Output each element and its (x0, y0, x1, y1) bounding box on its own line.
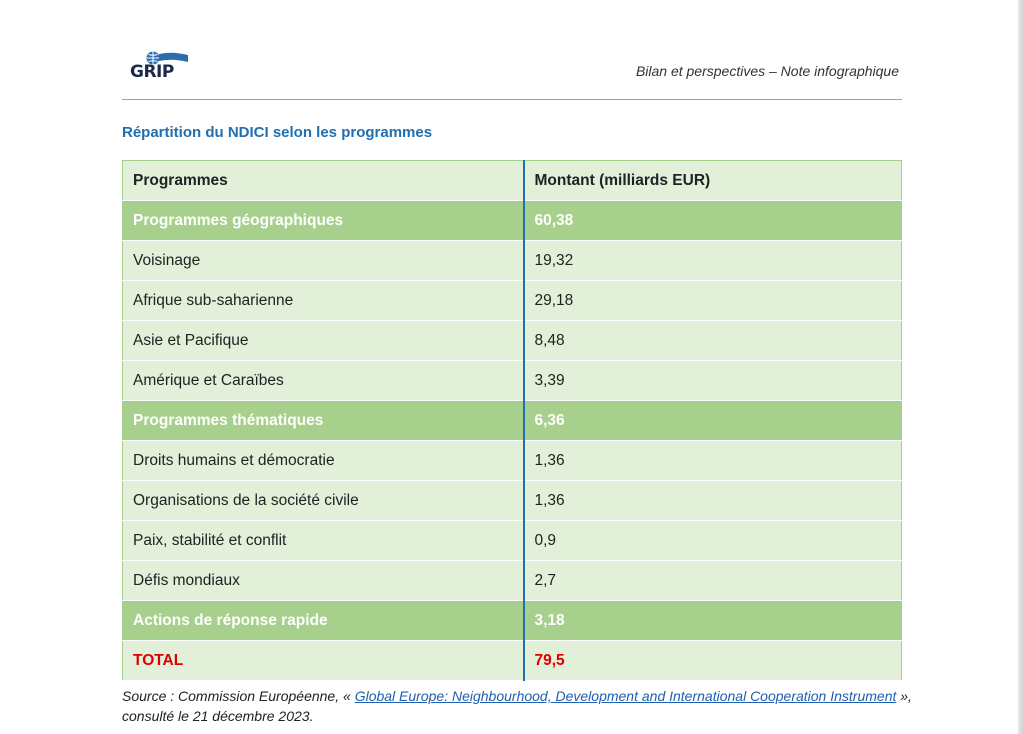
program-cell: Amérique et Caraïbes (122, 360, 524, 401)
globe-flag-icon (146, 51, 188, 65)
table-row: Voisinage 19,32 (122, 240, 902, 281)
header-divider (122, 99, 902, 100)
source-prefix: Source : Commission Européenne, « (122, 688, 355, 704)
program-cell: Actions de réponse rapide (122, 600, 524, 641)
table-row: Organisations de la société civile 1,36 (122, 480, 902, 521)
program-cell: Afrique sub-saharienne (122, 280, 524, 321)
amount-cell: 3,18 (522, 600, 902, 641)
logo-text: GRIP (130, 62, 174, 82)
source-link[interactable]: Global Europe: Neighbourhood, Developmen… (354, 688, 897, 704)
amount-cell: 3,39 (522, 360, 902, 401)
table-row: Défis mondiaux 2,7 (122, 560, 902, 601)
program-cell: Défis mondiaux (122, 560, 524, 601)
amount-cell: 1,36 (522, 480, 902, 521)
amount-cell: 79,5 (522, 640, 902, 681)
amount-cell: 1,36 (522, 440, 902, 481)
program-cell: Organisations de la société civile (122, 480, 524, 521)
table-row: Afrique sub-saharienne 29,18 (122, 280, 902, 321)
table-row: Asie et Pacifique 8,48 (122, 320, 902, 361)
group-row: Programmes thématiques 6,36 (122, 400, 902, 441)
amount-cell: 0,9 (522, 520, 902, 561)
program-cell: TOTAL (122, 640, 524, 681)
column-header-programmes: Programmes (122, 160, 524, 201)
program-cell: Programmes géographiques (122, 200, 524, 241)
group-row: Actions de réponse rapide 3,18 (122, 600, 902, 641)
table-title: Répartition du NDICI selon les programme… (122, 124, 433, 141)
ndici-table: Programmes Montant (milliards EUR) Progr… (122, 160, 902, 681)
source-suffix: », consulté le 21 décembre 2023. (122, 688, 912, 724)
table-row: Droits humains et démocratie 1,36 (122, 440, 902, 481)
total-row: TOTAL 79,5 (122, 640, 902, 681)
program-cell: Paix, stabilité et conflit (122, 520, 524, 561)
amount-cell: 19,32 (522, 240, 902, 281)
table-row: Amérique et Caraïbes 3,39 (122, 360, 902, 401)
program-cell: Droits humains et démocratie (122, 440, 524, 481)
program-cell: Asie et Pacifique (122, 320, 524, 361)
source-note: Source : Commission Européenne, « Global… (122, 686, 912, 726)
grip-logo: GRIP (130, 50, 190, 90)
table-row: Paix, stabilité et conflit 0,9 (122, 520, 902, 561)
amount-cell: 2,7 (522, 560, 902, 601)
amount-cell: 6,36 (522, 400, 902, 441)
amount-cell: 60,38 (522, 200, 902, 241)
program-cell: Voisinage (122, 240, 524, 281)
amount-cell: 29,18 (522, 280, 902, 321)
program-cell: Programmes thématiques (122, 400, 524, 441)
publication-title: Bilan et perspectives – Note infographiq… (635, 63, 899, 79)
table-header-row: Programmes Montant (milliards EUR) (122, 160, 902, 201)
group-row: Programmes géographiques 60,38 (122, 200, 902, 241)
amount-cell: 8,48 (522, 320, 902, 361)
page-edge (1018, 0, 1024, 734)
column-header-montant: Montant (milliards EUR) (522, 160, 902, 201)
